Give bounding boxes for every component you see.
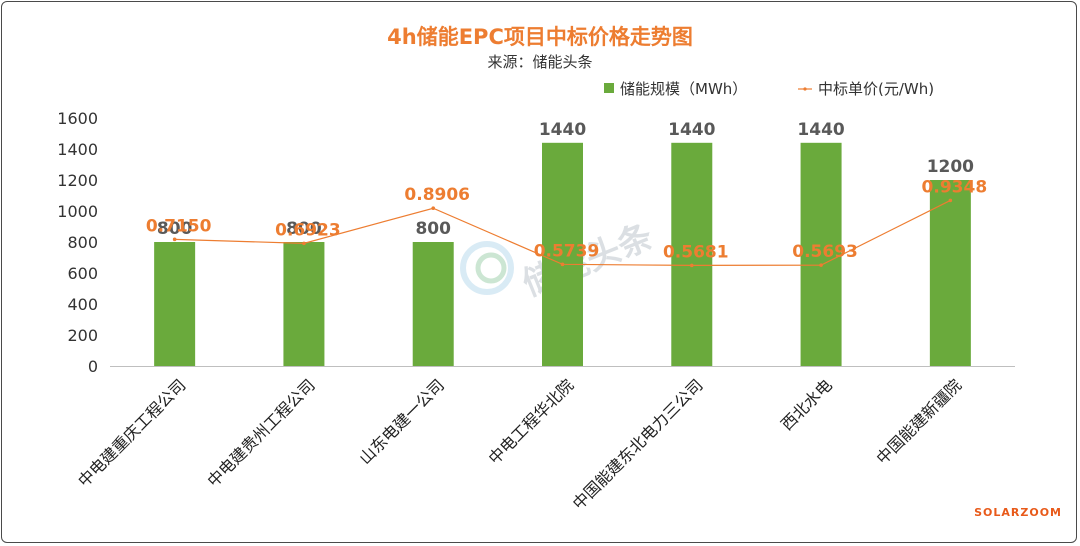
y-tick-label: 600 [67, 264, 98, 283]
bar-value-label: 1200 [927, 157, 974, 177]
x-category-label: 中国能建新疆院 [873, 375, 966, 468]
price-point [948, 198, 953, 203]
price-value-label: 0.6923 [275, 220, 341, 240]
chart-subtitle: 来源：储能头条 [487, 53, 592, 71]
x-category-label: 中国能建东北电力三公司 [569, 375, 707, 513]
y-tick-label: 1600 [57, 109, 98, 128]
price-point [431, 206, 436, 211]
legend-line-marker [803, 87, 807, 91]
price-point [689, 263, 694, 268]
bar-value-label: 1440 [539, 120, 586, 140]
bar-value-label: 800 [157, 219, 193, 239]
x-category-label: 中电建贵州工程公司 [203, 375, 318, 490]
bar [929, 180, 971, 366]
y-tick-label: 200 [67, 326, 98, 345]
x-category-label: 西北水电 [777, 375, 836, 434]
price-point [302, 241, 306, 246]
bar [542, 142, 583, 366]
bar [412, 242, 454, 366]
price-value-label: 0.9348 [922, 177, 988, 197]
y-tick-label: 1000 [57, 202, 98, 221]
price-point [819, 263, 823, 267]
legend-line-label: 中标单价(元/Wh) [818, 80, 934, 98]
x-category-label: 山东电建一公司 [355, 375, 448, 468]
bar-value-label: 800 [415, 219, 451, 239]
legend-bar-label: 储能规模（MWh） [620, 80, 747, 98]
bar [800, 142, 842, 366]
y-tick-label: 400 [67, 295, 98, 314]
bar-value-label: 800 [286, 219, 322, 239]
price-point [172, 237, 177, 242]
bar-value-label: 1440 [797, 120, 844, 140]
price-value-label: 0.5681 [663, 242, 729, 262]
legend: 储能规模（MWh） 中标单价(元/Wh) [604, 80, 934, 98]
price-point [560, 262, 565, 267]
bar [154, 242, 196, 366]
y-tick-label: 1200 [57, 171, 98, 190]
y-tick-label: 1400 [57, 140, 98, 159]
price-value-label: 0.5739 [534, 241, 600, 261]
bar [671, 142, 713, 366]
y-tick-label: 800 [67, 233, 98, 252]
x-category-label: 中电工程华北院 [485, 375, 578, 468]
watermark-logo-icon [460, 241, 514, 295]
y-tick-label: 0 [88, 357, 98, 376]
legend-bar-swatch [604, 83, 614, 93]
chart-title: 4h储能EPC项目中标价格走势图 [387, 25, 693, 49]
price-value-label: 0.7150 [146, 216, 212, 236]
price-value-label: 0.8906 [404, 185, 470, 205]
brand-label: SOLARZOOM [974, 506, 1062, 519]
price-value-label: 0.5693 [792, 242, 858, 262]
bar-value-label: 1440 [668, 120, 715, 140]
bar [283, 242, 325, 366]
x-category-label: 中电建重庆工程公司 [74, 375, 189, 490]
